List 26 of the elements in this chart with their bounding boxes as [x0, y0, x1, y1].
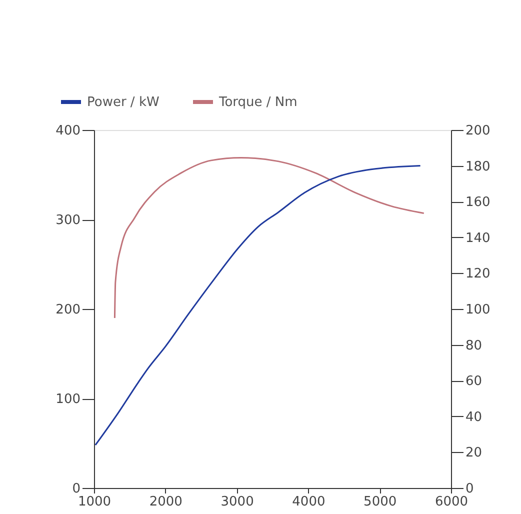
line-series	[114, 156, 425, 319]
line-series	[94, 165, 422, 446]
y-tick-label: 100	[56, 392, 80, 407]
legend-label: Torque / Nm	[218, 95, 298, 110]
y2-tick-label: 180	[466, 159, 490, 174]
y-tick-label: 0	[72, 482, 80, 496]
y2-tick-label: 200	[466, 124, 490, 138]
legend-label: Power / kW	[87, 95, 160, 110]
y-tick-label: 300	[56, 213, 80, 228]
y2-tick-label: 80	[466, 338, 482, 354]
x-tick-label: 3000	[220, 494, 254, 510]
y2-tick-label: 100	[466, 302, 490, 318]
x-tick-label: 6000	[434, 494, 468, 510]
y2-tick-label: 120	[466, 266, 490, 282]
y2-tick-label: 140	[466, 230, 490, 246]
x-tick-label: 5000	[364, 494, 397, 510]
y2-tick-label: 40	[466, 410, 482, 425]
y-tick-label: 400	[56, 124, 80, 138]
x-tick-label: 2000	[149, 494, 182, 510]
y2-tick-label: 60	[466, 374, 482, 390]
y2-tick-label: 160	[466, 195, 490, 210]
y2-tick-label: 0	[466, 482, 474, 496]
x-tick-label: 1000	[78, 494, 112, 510]
y-tick-label: 200	[56, 302, 80, 318]
x-tick-label: 4000	[292, 494, 326, 510]
y2-tick-label: 20	[466, 446, 482, 461]
